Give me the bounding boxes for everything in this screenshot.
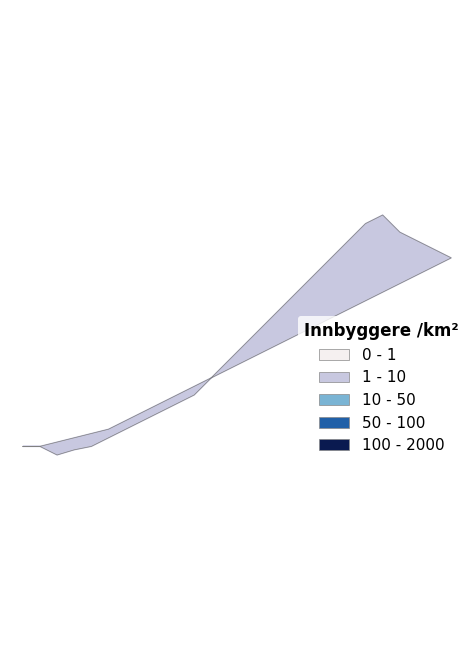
Legend: 0 - 1, 1 - 10, 10 - 50, 50 - 100, 100 - 2000: 0 - 1, 1 - 10, 10 - 50, 50 - 100, 100 - … bbox=[298, 316, 465, 460]
Polygon shape bbox=[23, 215, 451, 455]
